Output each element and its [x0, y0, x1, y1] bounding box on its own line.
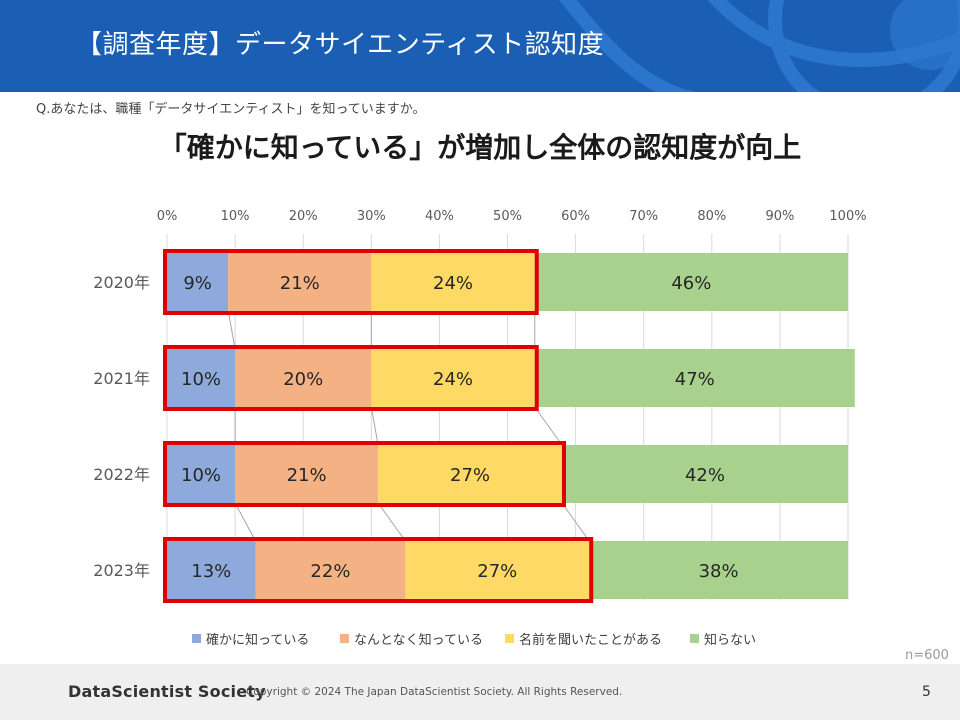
highlight-box: [163, 345, 539, 411]
highlight-box: [163, 441, 566, 507]
data-label: 13%: [191, 561, 231, 582]
x-tick-label: 60%: [561, 209, 590, 224]
data-label: 22%: [310, 561, 350, 582]
data-label: 9%: [183, 273, 212, 294]
data-label: 20%: [283, 369, 323, 390]
data-label: 24%: [433, 369, 473, 390]
bar-segment: [371, 253, 535, 311]
x-tick-label: 100%: [829, 209, 866, 224]
series-connector-line: [561, 502, 590, 542]
bar-segment: [589, 541, 848, 599]
bar-segment: [167, 445, 236, 503]
chart-headline: 「確かに知っている」が増加し全体の認知度が向上: [158, 131, 802, 164]
x-tick-label: 10%: [221, 209, 250, 224]
highlight-box: [163, 249, 539, 315]
data-label: 47%: [675, 369, 715, 390]
legend-label: 名前を聞いたことがある: [519, 632, 662, 648]
series-connector-line: [534, 406, 563, 446]
copyright-text: Copyright © 2024 The Japan DataScientist…: [246, 686, 623, 698]
survey-question: Q.あなたは、職種「データサイエンティスト」を知っていますか。: [36, 102, 426, 117]
legend-label: 知らない: [704, 632, 756, 648]
legend-swatch: [690, 634, 699, 643]
stacked-bar-chart: 0% 10% 20% 30% 40% 50% 60% 70% 80% 90% 100% 9% 21% 24…: [93, 209, 866, 648]
legend-label: なんとなく知っている: [354, 632, 483, 648]
footer: DataScientist Society Copyright © 2024 T…: [0, 664, 960, 720]
data-label: 46%: [671, 273, 711, 294]
x-tick-label: 30%: [357, 209, 386, 224]
bar-segment: [534, 349, 855, 407]
bar-segment: [378, 445, 562, 503]
sample-size: n=600: [905, 648, 949, 663]
data-label: 10%: [181, 465, 221, 486]
bar-segment: [228, 253, 372, 311]
bar-segment: [167, 253, 229, 311]
bar-segment: [534, 253, 848, 311]
highlight-box: [163, 537, 594, 603]
bar-segment: [167, 541, 256, 599]
data-label: 27%: [477, 561, 517, 582]
x-tick-label: 90%: [765, 209, 794, 224]
bar-segment: [167, 349, 236, 407]
data-label: 38%: [699, 561, 739, 582]
legend-label: 確かに知っている: [206, 632, 309, 648]
page-number: 5: [922, 684, 931, 700]
series-connector-line: [370, 406, 379, 446]
bar-segment: [255, 541, 406, 599]
bar-segment: [235, 349, 372, 407]
header-decoration: [559, 0, 960, 92]
data-label: 24%: [433, 273, 473, 294]
legend-swatch: [192, 634, 201, 643]
legend-swatch: [505, 634, 514, 643]
x-tick-label: 70%: [629, 209, 658, 224]
x-tick-label: 80%: [697, 209, 726, 224]
bar-segment: [405, 541, 590, 599]
header-banner: 【調査年度】データサイエンティスト認知度: [0, 0, 960, 92]
series-connector-line: [234, 502, 256, 542]
data-label: 21%: [280, 273, 320, 294]
x-tick-label: 50%: [493, 209, 522, 224]
legend-swatch: [340, 634, 349, 643]
bar-segment: [235, 445, 379, 503]
footer-logo: DataScientist Society: [68, 682, 266, 701]
data-label: 42%: [685, 465, 725, 486]
category-label: 2021年: [93, 369, 150, 388]
category-label: 2022年: [93, 465, 150, 484]
series-connector-line: [227, 310, 236, 350]
bar-segment: [371, 349, 535, 407]
category-label: 2020年: [93, 273, 150, 292]
data-label: 21%: [287, 465, 327, 486]
x-tick-label: 40%: [425, 209, 454, 224]
page-title: 【調査年度】データサイエンティスト認知度: [76, 30, 605, 60]
x-tick-label: 0%: [157, 209, 178, 224]
data-label: 27%: [450, 465, 490, 486]
series-connector-line: [377, 502, 406, 542]
data-label: 10%: [181, 369, 221, 390]
category-label: 2023年: [93, 561, 150, 580]
bar-segment: [561, 445, 848, 503]
x-tick-label: 20%: [289, 209, 318, 224]
